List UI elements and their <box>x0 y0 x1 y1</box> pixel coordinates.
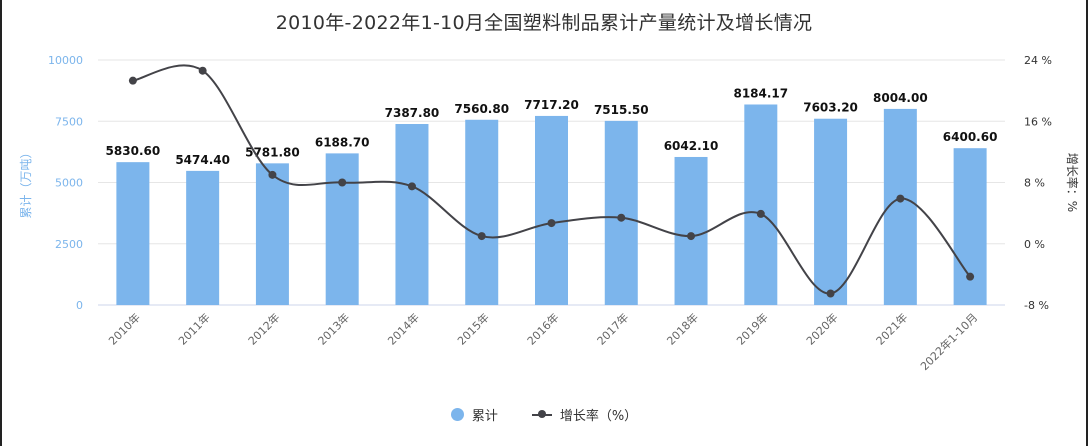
line-point <box>128 76 137 85</box>
chart-title: 2010年-2022年1-10月全国塑料制品累计产量统计及增长情况 <box>275 12 813 34</box>
line-point <box>617 213 626 222</box>
x-tick-label: 2011年 <box>175 310 212 347</box>
bar <box>535 115 568 306</box>
x-tick-label: 2014年 <box>385 310 422 347</box>
data-label: 7387.80 <box>385 106 440 120</box>
line-point <box>687 232 696 241</box>
line-point <box>477 232 486 241</box>
data-label: 8004.00 <box>873 91 928 105</box>
y-axis-title: 累计（万吨） <box>19 146 33 218</box>
legend: 累计 增长率（%） <box>0 405 1088 424</box>
y2-tick-label: 24 % <box>1024 54 1052 67</box>
bar <box>116 162 150 305</box>
x-tick-label: 2016年 <box>524 310 561 347</box>
legend-bar-swatch <box>450 408 464 421</box>
y-tick-label: 10000 <box>48 54 83 67</box>
bar <box>604 120 638 306</box>
x-tick-label: 2018年 <box>664 310 701 347</box>
x-tick-label: 2020年 <box>803 310 840 347</box>
growth-rate-line <box>132 64 971 295</box>
bar <box>465 119 499 305</box>
data-label: 5474.40 <box>175 153 230 167</box>
data-label: 7717.20 <box>524 98 579 112</box>
data-label: 7603.20 <box>803 101 858 115</box>
legend-line-label: 增长率（%） <box>559 409 638 424</box>
legend-item-line[interactable]: 增长率（%） <box>531 405 638 424</box>
x-tick-label: 2021年 <box>873 310 910 347</box>
legend-bar-label: 累计 <box>471 409 498 424</box>
data-label: 5781.80 <box>245 145 300 159</box>
data-label: 8184.17 <box>733 86 788 100</box>
line-point <box>966 272 975 281</box>
x-tick-label: 2019年 <box>733 310 770 347</box>
y2-tick-label: -8 % <box>1024 299 1049 312</box>
bar <box>186 170 220 305</box>
data-label: 6188.70 <box>315 135 370 149</box>
data-label: 5830.60 <box>106 144 161 158</box>
x-tick-label: 2013年 <box>315 310 352 347</box>
x-tick-label: 2012年 <box>245 310 282 347</box>
data-label: 7560.80 <box>454 102 509 116</box>
y-tick-label: 2500 <box>55 238 83 251</box>
legend-item-bar[interactable]: 累计 <box>450 405 498 424</box>
y2-tick-label: 16 % <box>1024 115 1052 128</box>
bar <box>255 163 289 305</box>
y2-axis-title: 增长率：% <box>1065 153 1080 212</box>
line-point <box>338 178 347 187</box>
data-label: 6400.60 <box>943 130 998 144</box>
bar <box>325 153 359 305</box>
bar <box>395 123 429 305</box>
bar <box>674 156 708 305</box>
line-point <box>896 194 905 203</box>
y2-tick-label: 8 % <box>1024 177 1045 190</box>
bar <box>744 104 778 306</box>
line-point <box>547 219 556 228</box>
line-point <box>756 209 765 218</box>
y-tick-label: 7500 <box>55 115 83 128</box>
y-tick-label: 0 <box>76 299 83 312</box>
x-tick-label: 2022年1-10月 <box>917 310 980 373</box>
legend-line-swatch <box>531 408 552 421</box>
x-tick-label: 2017年 <box>594 310 631 347</box>
line-point <box>826 289 835 298</box>
line-point <box>407 182 416 191</box>
x-tick-label: 2010年 <box>106 310 143 347</box>
y2-tick-label: 0 % <box>1024 238 1045 251</box>
bar <box>953 148 987 305</box>
bar <box>814 118 848 305</box>
y-tick-label: 5000 <box>55 177 83 190</box>
data-label: 7515.50 <box>594 103 649 117</box>
data-label: 6042.10 <box>664 139 719 153</box>
x-tick-label: 2015年 <box>454 310 491 347</box>
line-point <box>198 66 207 75</box>
line-point <box>268 170 277 179</box>
